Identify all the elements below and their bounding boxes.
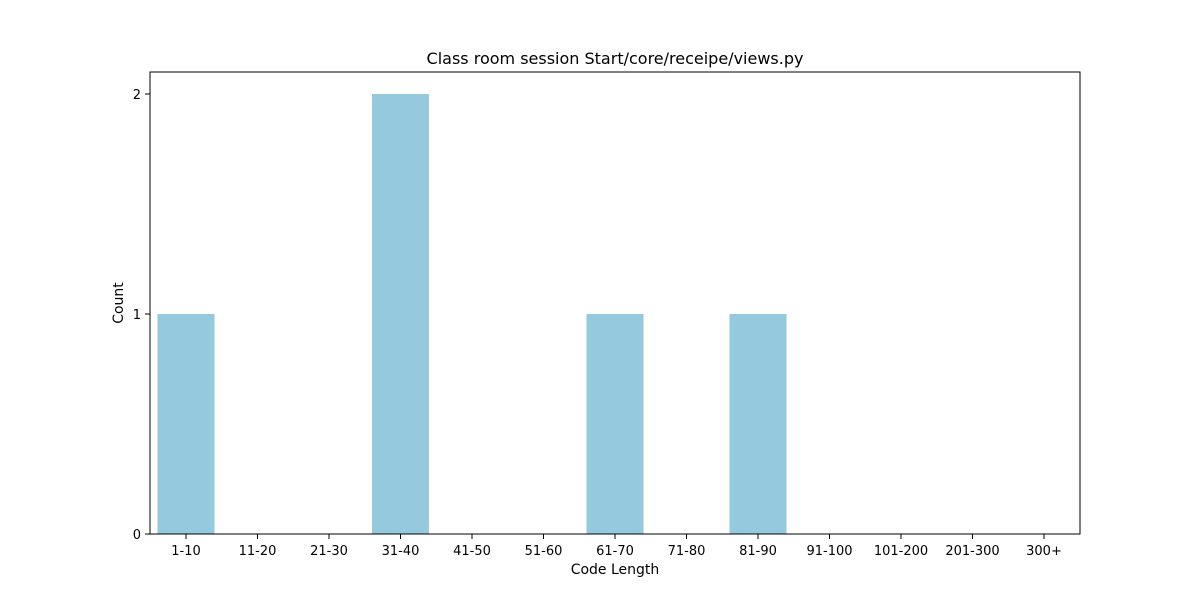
chart-title: Class room session Start/core/receipe/vi… — [427, 49, 804, 68]
y-tick-label: 1 — [133, 308, 141, 323]
bar-81-90 — [729, 314, 787, 534]
x-tick-label: 61-70 — [596, 544, 634, 559]
x-tick-label: 41-50 — [453, 544, 491, 559]
bars-group — [157, 94, 787, 534]
x-tick-label: 31-40 — [382, 544, 420, 559]
x-tick-label: 21-30 — [310, 544, 348, 559]
x-tick-label: 91-100 — [806, 544, 852, 559]
y-tick-label: 2 — [133, 88, 141, 103]
x-tick-label: 81-90 — [739, 544, 777, 559]
x-tick-label: 201-300 — [945, 544, 999, 559]
bar-1-10 — [157, 314, 215, 534]
x-tick-label: 11-20 — [239, 544, 277, 559]
x-axis: 1-10 11-20 21-30 31-40 41-50 51-60 61-70 71-80 8… — [171, 534, 1062, 559]
y-axis-label: Count — [111, 282, 127, 324]
x-tick-label: 300+ — [1026, 544, 1062, 559]
y-axis: 0 1 2 — [133, 88, 150, 543]
x-tick-label: 101-200 — [874, 544, 928, 559]
x-tick-label: 1-10 — [171, 544, 201, 559]
bar-31-40 — [372, 94, 429, 534]
x-axis-label: Code Length — [571, 562, 660, 578]
x-tick-label: 51-60 — [525, 544, 563, 559]
x-tick-label: 71-80 — [668, 544, 706, 559]
bar-61-70 — [586, 314, 644, 534]
y-tick-label: 0 — [133, 528, 141, 543]
